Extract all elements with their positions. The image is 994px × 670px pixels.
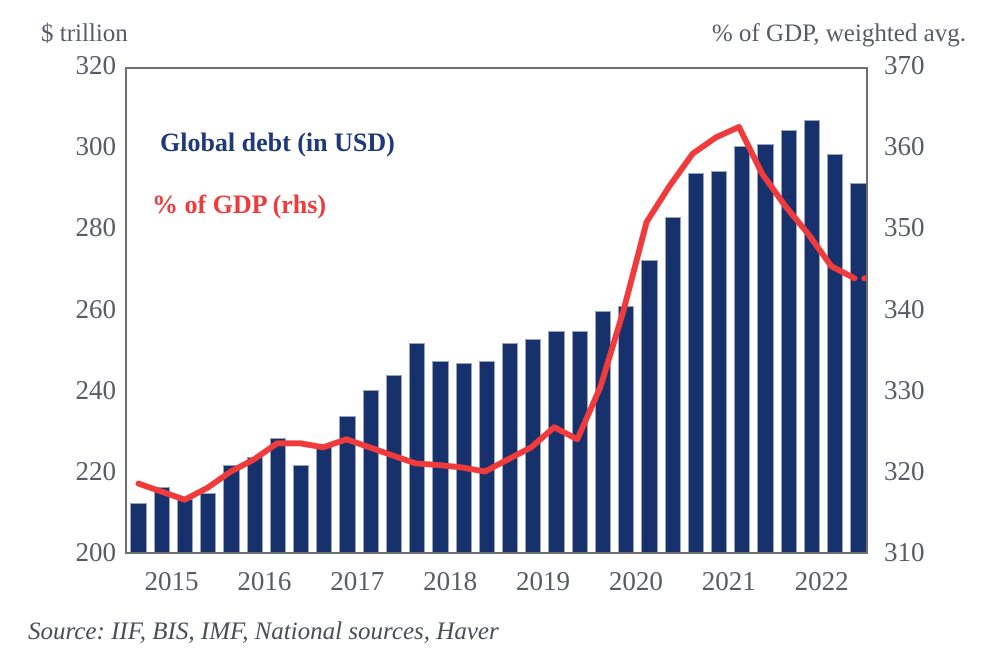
right-axis-tick: 310 <box>884 537 925 567</box>
bar <box>571 330 588 552</box>
left-axis-tick: 240 <box>75 374 117 405</box>
bar <box>803 119 821 552</box>
bar <box>641 259 658 552</box>
right-axis-tick: 370 <box>884 50 925 80</box>
bar <box>687 172 704 552</box>
right-axis-tick: 360 <box>884 131 925 162</box>
bar <box>594 310 612 552</box>
bar <box>316 444 333 552</box>
bar <box>385 375 403 552</box>
bar <box>478 361 495 552</box>
bar <box>780 129 797 552</box>
bar <box>618 306 635 552</box>
bar <box>501 343 519 552</box>
x-axis-tick: 2017 <box>330 566 385 596</box>
left-axis-tick: 220 <box>75 455 117 486</box>
left-axis-tick: 300 <box>75 131 117 162</box>
x-axis-tick: 2022 <box>794 566 849 596</box>
bar <box>293 464 310 552</box>
right-axis-title: % of GDP, weighted avg. <box>711 20 966 47</box>
x-axis-tick: 2018 <box>423 566 478 596</box>
bar <box>339 416 356 552</box>
bar <box>734 146 751 552</box>
bar <box>130 503 147 552</box>
left-axis-tick: 320 <box>75 50 117 80</box>
x-axis-tick: 2019 <box>515 566 570 596</box>
bar <box>850 182 866 552</box>
bar <box>176 499 194 552</box>
bar <box>409 343 426 552</box>
legend-item-gdp-ratio: % of GDP (rhs) <box>152 190 327 219</box>
left-axis-tick: 200 <box>75 537 117 567</box>
left-axis-title: $ trillion <box>41 20 128 47</box>
x-axis-tick: 2016 <box>237 566 292 596</box>
bar <box>269 438 287 552</box>
bar <box>455 363 472 552</box>
legend-item-global-debt: Global debt (in USD) <box>160 128 395 157</box>
bar <box>548 330 565 552</box>
bar <box>200 493 217 552</box>
left-axis-tick: 280 <box>75 212 117 243</box>
x-axis-tick: 2021 <box>701 566 756 596</box>
bar <box>757 144 774 552</box>
source-note: Source: IIF, BIS, IMF, National sources,… <box>28 618 499 645</box>
bar <box>153 487 170 552</box>
bar <box>432 361 449 552</box>
bar <box>223 464 240 552</box>
right-axis-tick: 320 <box>884 455 925 486</box>
bar <box>362 389 379 552</box>
left-axis-tick: 260 <box>75 293 117 324</box>
bar <box>525 338 542 552</box>
bar <box>710 170 728 552</box>
right-axis-tick: 330 <box>884 374 925 405</box>
right-axis-tick: 350 <box>884 212 925 243</box>
bar <box>246 456 263 552</box>
right-axis-tick: 340 <box>884 293 925 324</box>
bar <box>827 154 844 552</box>
bar <box>664 217 681 552</box>
x-axis-tick: 2020 <box>608 566 663 596</box>
x-axis-tick: 2015 <box>144 566 199 596</box>
